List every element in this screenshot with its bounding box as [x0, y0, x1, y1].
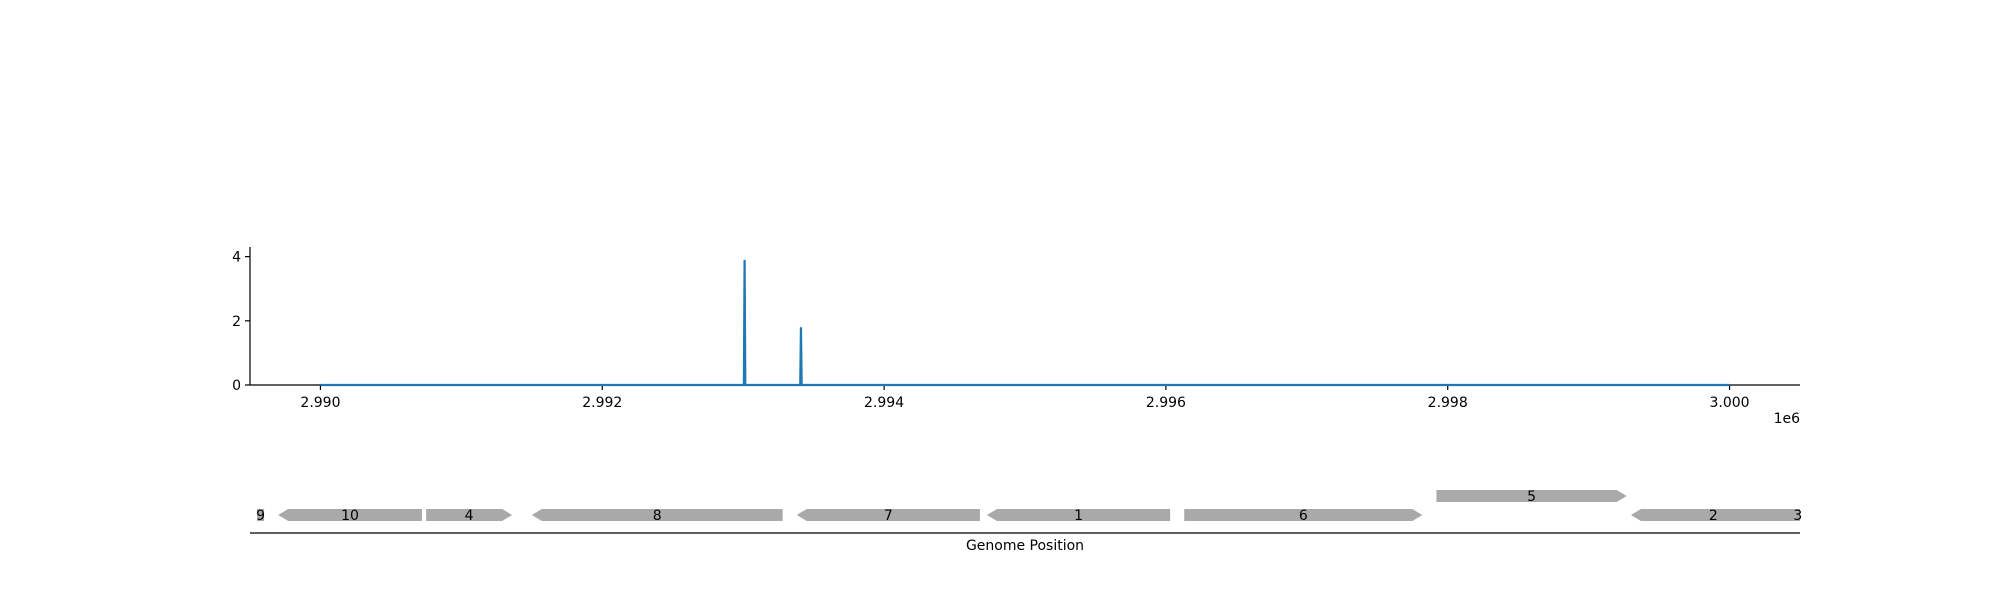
- gene-label: 10: [341, 508, 359, 524]
- gene-arrow: [278, 509, 422, 521]
- coverage-axes: 0 2 4 2.990 2.992 2.994 2.996 2.998 3.000 1e6: [232, 247, 1800, 427]
- gene-label: 7: [884, 508, 893, 524]
- y-tick-label: 2: [232, 314, 241, 330]
- gene-label: 5: [1527, 489, 1536, 505]
- x-tick-label: 2.990: [300, 395, 340, 411]
- gene-arrow: [1184, 509, 1423, 521]
- gene-arrow: [257, 509, 265, 521]
- x-ticks: 2.990 2.992 2.994 2.996 2.998 3.000: [300, 385, 1750, 411]
- gene-label: 1: [1074, 508, 1083, 524]
- gene-label: 3: [1793, 508, 1802, 524]
- x-tick-label: 2.994: [864, 395, 904, 411]
- y-ticks: 0 2 4: [232, 250, 250, 394]
- gene-label: 4: [465, 508, 474, 524]
- gene-arrow: [1436, 490, 1627, 502]
- x-tick-label: 2.996: [1146, 395, 1186, 411]
- x-tick-label: 2.998: [1428, 395, 1468, 411]
- x-tick-label: 2.992: [582, 395, 622, 411]
- coverage-line: [320, 259, 1730, 387]
- gene-arrow: [1630, 509, 1796, 521]
- gene-label: 8: [653, 508, 662, 524]
- gene-track: 9 10 4 8 7 1 6 5 2 3 Genome Position: [250, 489, 1802, 554]
- gene-label: 9: [256, 508, 265, 524]
- x-offset-label: 1e6: [1774, 411, 1801, 427]
- gene-arrow: [986, 509, 1171, 521]
- y-tick-label: 0: [232, 378, 241, 394]
- x-axis-label: Genome Position: [966, 538, 1084, 554]
- gene-arrow: [796, 509, 980, 521]
- gene-arrow: [1795, 509, 1800, 521]
- gene-arrow: [426, 509, 513, 521]
- coverage-series: [320, 259, 1730, 387]
- y-tick-label: 4: [232, 250, 241, 266]
- gene-label: 6: [1299, 508, 1308, 524]
- gene-features: 9 10 4 8 7 1 6 5 2 3: [256, 489, 1802, 524]
- x-tick-label: 3.000: [1709, 395, 1749, 411]
- gene-label: 2: [1709, 508, 1718, 524]
- gene-arrow: [531, 509, 783, 521]
